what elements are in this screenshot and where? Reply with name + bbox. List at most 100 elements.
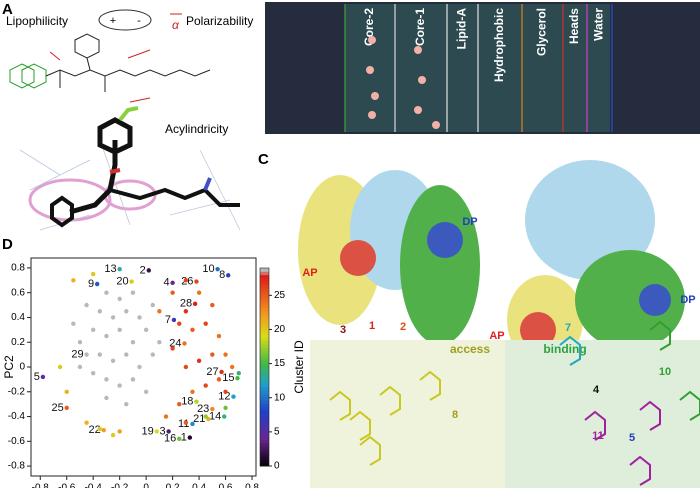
- colorbar-segment: [260, 416, 269, 421]
- point: [130, 290, 136, 295]
- site-label: AP: [489, 330, 504, 342]
- x-tick-label: 0.4: [192, 483, 206, 488]
- direction-line: [49, 51, 61, 61]
- colorbar-segment: [260, 403, 269, 408]
- colorbar-segment: [260, 347, 269, 351]
- colorbar-segment: [260, 330, 269, 335]
- x-tick-label: -0.6: [58, 483, 76, 488]
- y-tick-label: 0.4: [11, 312, 25, 323]
- point: [190, 327, 195, 333]
- colorbar-segment: [260, 386, 269, 391]
- residue-label: 11: [592, 430, 604, 442]
- point: [196, 290, 202, 295]
- colorbar-segment: [260, 277, 269, 282]
- point: [117, 266, 122, 272]
- residue-stick: [419, 370, 441, 401]
- point: [64, 389, 69, 394]
- point: [104, 377, 109, 382]
- point: [91, 327, 96, 333]
- colorbar-segment: [260, 449, 269, 454]
- cluster-label: 29: [71, 349, 83, 361]
- direction-line: [129, 97, 151, 103]
- point: [130, 340, 136, 345]
- point: [117, 383, 122, 388]
- point: [183, 309, 189, 314]
- charge-ellipse: [98, 9, 152, 31]
- colorbar-segment: [260, 320, 269, 325]
- colorbar-segment: [260, 380, 269, 384]
- point: [203, 383, 208, 388]
- colorbar-tick-label: 10: [274, 392, 286, 403]
- point: [124, 309, 129, 314]
- colorbar-segment: [260, 439, 269, 444]
- point: [182, 341, 187, 346]
- panel-label: D: [2, 236, 13, 253]
- colorbar-segment: [260, 456, 269, 460]
- point: [216, 333, 222, 339]
- cluster-label: 22: [89, 424, 101, 436]
- colorbar-segment: [260, 423, 269, 427]
- point: [124, 401, 129, 407]
- colorbar-segment: [260, 337, 269, 342]
- point: [97, 426, 103, 432]
- colorbar-segment: [260, 310, 269, 315]
- point: [77, 364, 83, 370]
- colorbar-segment: [260, 452, 269, 457]
- point: [203, 321, 208, 326]
- point: [84, 420, 89, 425]
- colorbar-segment: [260, 284, 269, 289]
- colorbar-segment: [260, 409, 269, 414]
- colorbar-frame: [259, 267, 270, 467]
- point: [71, 278, 76, 283]
- colorbar-segment: [260, 442, 269, 447]
- point: [110, 432, 116, 438]
- molecule: [9, 33, 211, 92]
- cluster-label: 23: [197, 403, 209, 415]
- residue-label: 2: [400, 321, 406, 333]
- point: [210, 406, 215, 412]
- point: [97, 352, 103, 357]
- layer-label: Heads: [567, 8, 581, 44]
- point: [124, 352, 129, 357]
- point: [170, 280, 175, 285]
- cluster-label: 20: [116, 275, 128, 287]
- colorbar-tick-label: 20: [274, 324, 286, 335]
- point: [137, 315, 142, 320]
- point: [177, 401, 182, 407]
- point: [222, 414, 227, 419]
- point: [57, 364, 63, 370]
- point: [190, 421, 195, 427]
- colorbar-segment: [260, 291, 269, 295]
- colorbar-label: Cluster ID: [292, 340, 306, 394]
- cluster-label: 28: [180, 298, 192, 310]
- point: [196, 358, 202, 364]
- panel-c: C AP DP AP DP access binding 3 1 2 8 7 4 10 11 5: [258, 151, 700, 488]
- colorbar-segment: [260, 324, 269, 328]
- point: [71, 321, 76, 326]
- cluster-label: 14: [209, 410, 221, 422]
- point: [104, 290, 109, 295]
- point: [117, 327, 122, 333]
- panel-b: B Core-2Core-1Lipid-AHydrophobicGlycerol…: [265, 1, 700, 134]
- colorbar-tick-label: 0: [274, 461, 280, 472]
- layer-label: Hydrophobic: [492, 8, 506, 82]
- x-tick-label: -0.2: [111, 483, 129, 488]
- point: [229, 364, 235, 370]
- colorbar-segment: [260, 446, 269, 450]
- colorbar-segment: [260, 436, 269, 441]
- colorbar-segment: [260, 459, 269, 464]
- residue-stick: [584, 410, 606, 441]
- point: [177, 321, 182, 326]
- point: [84, 302, 89, 308]
- panel-label: C: [258, 151, 269, 168]
- protein-render: [298, 160, 700, 488]
- point: [143, 327, 149, 333]
- residue-label: 4: [593, 384, 600, 396]
- colorbar-tick-label: 25: [274, 290, 286, 301]
- colorbar-segment: [260, 294, 269, 299]
- point: [223, 405, 228, 411]
- cluster-label: 5: [34, 371, 40, 383]
- colorbar-segment: [260, 406, 269, 411]
- y-tick-label: 0: [19, 362, 25, 373]
